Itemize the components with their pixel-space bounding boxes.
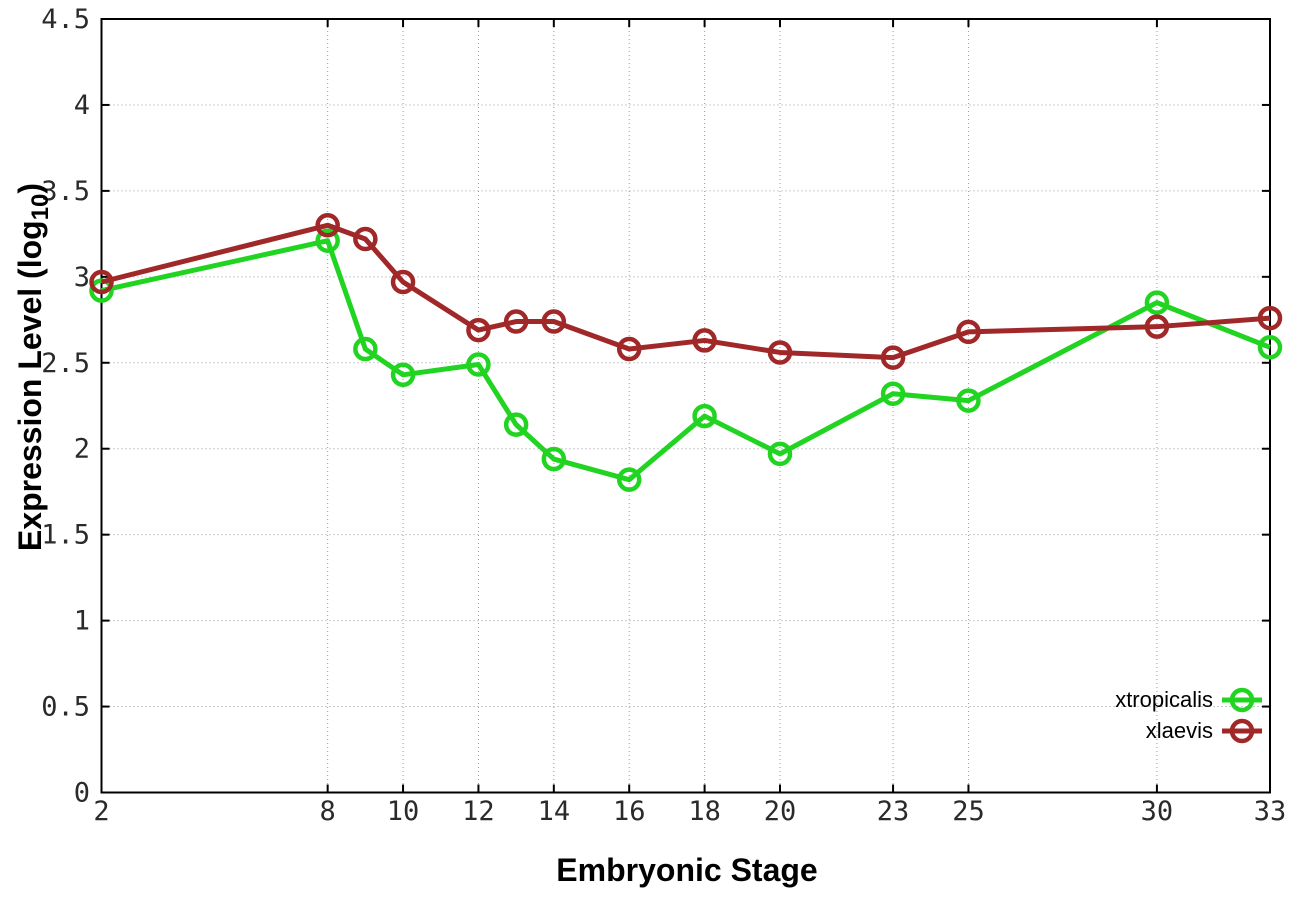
y-axis-title-subscript: 10: [27, 193, 54, 221]
y-axis-title-suffix: ): [12, 182, 48, 194]
x-tick-label: 18: [688, 796, 721, 827]
series-line-xtropicalis: [100, 238, 1271, 483]
data-point-marker: [616, 336, 642, 362]
data-point-marker: [541, 446, 567, 472]
x-tick-label: 14: [538, 796, 571, 827]
y-tick-label: 1.5: [41, 520, 90, 551]
x-tick-label: 25: [952, 796, 985, 827]
legend-item-xlaevis: xlaevis: [1115, 715, 1262, 746]
data-point-marker: [315, 213, 340, 238]
x-tick-label: 2: [93, 796, 109, 827]
legend-item-xtropicalis: xtropicalis: [1115, 684, 1262, 715]
data-point-marker: [767, 441, 793, 467]
legend-label-xtropicalis: xtropicalis: [1115, 686, 1213, 712]
y-tick-label: 0.5: [41, 692, 90, 723]
y-tick-label: 0: [74, 778, 90, 809]
y-axis-title-text: Expression Level (log: [12, 220, 48, 552]
tick-labels: 2 8 10 12 14 16 18 20 23 25 30 33 0 0.5 1 1.5 2 2.5 3 3.5 4 4…: [41, 4, 1286, 827]
data-point-marker: [880, 345, 906, 370]
x-tick-label: 12: [462, 796, 495, 827]
data-point-marker: [390, 269, 416, 295]
y-tick-label: 4: [74, 90, 90, 121]
data-point-marker: [89, 269, 114, 295]
data-point-marker: [315, 228, 340, 253]
line-circle-marker-icon: [1222, 718, 1262, 743]
y-tick-label: 2: [74, 434, 90, 465]
data-point-marker: [353, 336, 378, 362]
y-tick-label: 4.5: [41, 4, 90, 35]
data-point-marker: [541, 309, 567, 334]
x-tick-label: 23: [877, 796, 910, 827]
data-point-marker: [767, 340, 793, 365]
data-point-marker: [956, 319, 981, 345]
series-xlaevis: [89, 213, 1283, 370]
data-point-marker: [390, 362, 416, 388]
series-xtropicalis: [89, 228, 1283, 492]
data-point-marker: [1257, 305, 1283, 331]
y-tick-label: 3.5: [41, 176, 90, 207]
data-point-marker: [503, 309, 529, 334]
plot-border: [100, 18, 1271, 794]
y-axis-title: Expression Level (log10): [8, 87, 54, 647]
x-tick-label: 8: [320, 796, 336, 827]
data-point-marker: [466, 352, 491, 377]
data-point-marker: [880, 381, 906, 406]
data-point-marker: [616, 467, 642, 492]
legend-label-xlaevis: xlaevis: [1145, 717, 1213, 743]
x-tick-label: 16: [613, 796, 646, 827]
gridlines: [101, 19, 1270, 793]
series-line-xlaevis: [100, 222, 1271, 361]
x-tick-label: 20: [764, 796, 797, 827]
tick-marks: [100, 18, 1271, 794]
y-tick-label: 2.5: [41, 348, 90, 379]
x-tick-label: 33: [1254, 796, 1287, 827]
data-point-marker: [956, 388, 981, 413]
data-point-marker: [692, 328, 717, 353]
y-tick-label: 1: [74, 606, 90, 637]
data-point-marker: [353, 226, 378, 252]
data-point-marker: [692, 403, 717, 429]
x-tick-label: 30: [1141, 796, 1174, 827]
line-circle-marker-icon: [1222, 687, 1262, 712]
data-point-marker: [503, 412, 529, 437]
data-point-marker: [1257, 335, 1283, 360]
x-axis-title: Embryonic Stage: [556, 852, 818, 888]
legend: xtropicalis xlaevis: [1115, 684, 1262, 746]
data-point-marker: [1144, 314, 1170, 339]
y-tick-label: 3: [74, 262, 90, 293]
data-point-marker: [466, 317, 491, 343]
x-tick-label: 10: [387, 796, 420, 827]
data-point-marker: [1144, 290, 1170, 315]
